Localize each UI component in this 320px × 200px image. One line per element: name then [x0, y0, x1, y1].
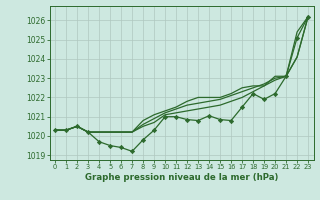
X-axis label: Graphe pression niveau de la mer (hPa): Graphe pression niveau de la mer (hPa) — [85, 173, 278, 182]
